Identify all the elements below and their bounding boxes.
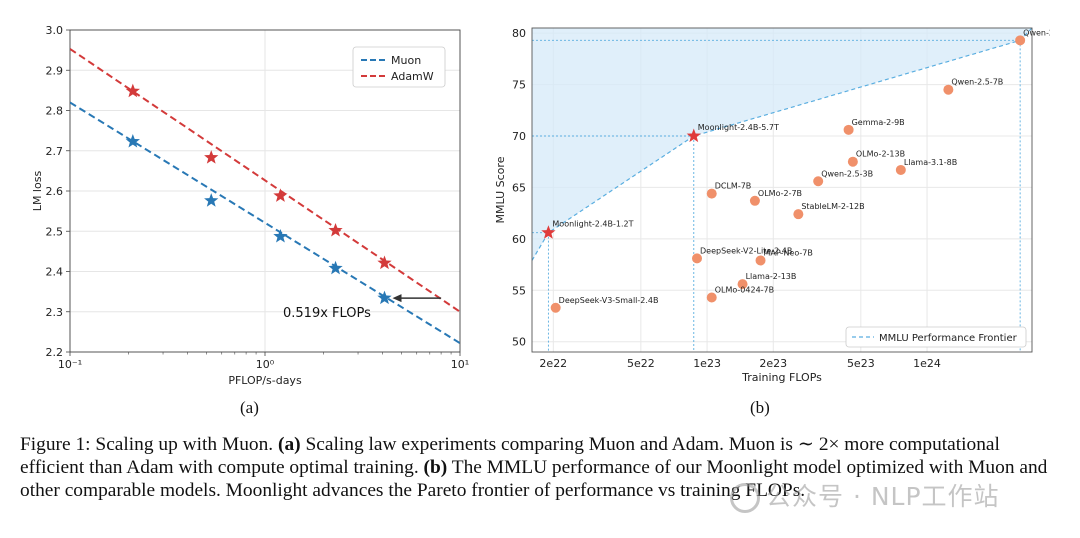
axis-label-a-y: LM loss xyxy=(31,171,44,212)
axis-label-b-y: MMLU Score xyxy=(494,156,507,223)
model-label: Qwen-2.5-7B xyxy=(951,78,1003,87)
tick-label-a-x: 10⁰ xyxy=(256,358,275,371)
frontier-fill xyxy=(532,28,1032,261)
model-label: Qwen-2.5-3B xyxy=(821,169,873,178)
point-adamw xyxy=(204,150,219,164)
model-label: Llama-2-13B xyxy=(746,272,797,281)
caption-b-text: The MMLU performance of our Moonlight mo… xyxy=(20,457,1048,501)
tick-label-b-x: 1e24 xyxy=(913,357,941,370)
model-label: Llama-3.1-8B xyxy=(904,158,957,167)
tick-label-b-y: 60 xyxy=(512,233,526,246)
legend-b: MMLU Performance Frontier xyxy=(845,326,1027,348)
tick-label-a-y: 3.0 xyxy=(46,24,64,37)
model-label: Qwen-2.5-14B xyxy=(1023,28,1050,37)
tick-label-b-y: 55 xyxy=(512,284,526,297)
caption-a-label: (a) xyxy=(278,434,301,455)
model-label: DeepSeek-V3-Small-2.4B xyxy=(559,296,659,305)
model-label: Gemma-2-9B xyxy=(852,118,905,127)
model-point xyxy=(737,279,748,290)
chart-b-frame xyxy=(531,27,1033,353)
model-point xyxy=(847,156,858,167)
tick-label-a-y: 2.9 xyxy=(46,64,64,77)
tick-label-b-x: 1e23 xyxy=(693,357,721,370)
tick-label-a-x: 10¹ xyxy=(451,358,469,371)
watermark: 公众号 · NLP工作站 xyxy=(730,477,1000,513)
model-point xyxy=(755,255,766,266)
point-muon xyxy=(377,290,392,305)
annotation-arrow-head xyxy=(392,294,402,303)
panel-label-b: (b) xyxy=(750,398,770,417)
point-muon xyxy=(204,193,219,207)
tick-label-b-x: 2e22 xyxy=(539,357,567,370)
model-point xyxy=(813,176,824,187)
tick-label-a-y: 2.5 xyxy=(46,225,64,238)
model-label: StableLM-2-12B xyxy=(801,202,864,211)
model-label: MAP-Neo-7B xyxy=(764,248,813,257)
model-label: OLMo-2-7B xyxy=(758,189,802,198)
tick-label-b-y: 70 xyxy=(512,130,526,143)
point-adamw xyxy=(328,222,343,237)
tick-label-b-y: 80 xyxy=(512,27,526,40)
point-adamw xyxy=(273,188,288,202)
model-point xyxy=(843,124,854,135)
caption-a-text: Scaling law experiments comparing Muon a… xyxy=(20,434,1000,478)
caption-figure-title: Figure 1: Scaling up with Muon. xyxy=(20,434,274,455)
tick-label-a-y: 2.3 xyxy=(46,306,64,319)
point-adamw xyxy=(125,83,140,98)
chart-a-loss-scaling: 2.2 2.3 2.4 2.5 2.6 2.7 2.8 2.9 3.0 10⁻¹ 10⁰ 10¹ 0.5… xyxy=(31,24,469,387)
tick-label-a-y: 2.7 xyxy=(46,145,64,158)
moonlight-label: Moonlight-2.4B-5.7T xyxy=(698,123,779,132)
model-label: DCLM-7B xyxy=(715,182,752,191)
tick-label-b-y: 75 xyxy=(512,79,526,92)
moonlight-label: Moonlight-2.4B-1.2T xyxy=(552,220,633,229)
model-label: OLMo-2-13B xyxy=(856,150,905,159)
point-muon xyxy=(328,260,343,275)
model-label: DeepSeek-V2-Lite-2.4B xyxy=(700,246,792,255)
tick-label-a-y: 2.8 xyxy=(46,105,64,118)
model-label: OLMo-0424-7B xyxy=(715,285,774,294)
legend-a-label-muon: Muon xyxy=(391,54,421,67)
axis-label-a-x: PFLOP/s-days xyxy=(228,374,302,387)
chart-a-frame xyxy=(69,29,461,353)
chart-b-plot-area xyxy=(532,28,1032,352)
legend-a: Muon AdamW xyxy=(352,46,446,88)
tick-label-b-x: 5e22 xyxy=(627,357,655,370)
moonlight-point xyxy=(686,128,701,143)
model-point xyxy=(895,164,906,175)
tick-label-a-x: 10⁻¹ xyxy=(58,358,82,371)
tick-label-b-y: 50 xyxy=(512,336,526,349)
model-point xyxy=(550,302,561,313)
model-point xyxy=(706,292,717,303)
chart-b-mmlu-frontier: 50 55 60 65 70 75 80 2e22 5e22 1e23 2e23 5e23 1e24 Qw… xyxy=(494,27,1050,384)
legend-b-label: MMLU Performance Frontier xyxy=(879,333,1018,344)
model-point xyxy=(1015,35,1026,46)
figure-caption: Figure 1: Scaling up with Muon. (a) Scal… xyxy=(20,433,1060,502)
moonlight-point xyxy=(541,225,556,239)
model-point xyxy=(706,188,717,199)
caption-b-label: (b) xyxy=(423,457,448,478)
legend-b-box xyxy=(845,326,1027,348)
legend-a-label-adamw: AdamW xyxy=(391,70,434,83)
tick-label-b-y: 65 xyxy=(512,181,526,194)
model-point xyxy=(692,253,703,264)
model-point xyxy=(793,209,804,220)
tick-label-a-y: 2.4 xyxy=(46,266,64,279)
watermark-logo-icon xyxy=(730,483,760,513)
model-point xyxy=(749,195,760,206)
chart-a-plot-area xyxy=(70,48,460,344)
point-muon xyxy=(125,133,140,148)
axis-label-b-x: Training FLOPs xyxy=(741,371,822,384)
point-adamw xyxy=(377,255,392,270)
model-point xyxy=(943,84,954,95)
tick-label-a-y: 2.2 xyxy=(46,346,64,359)
panel-label-a: (a) xyxy=(240,398,259,417)
annotation-text: 0.519x FLOPs xyxy=(283,306,371,321)
tick-label-a-y: 2.6 xyxy=(46,185,64,198)
point-muon xyxy=(273,228,288,243)
tick-label-b-x: 2e23 xyxy=(759,357,787,370)
tick-label-b-x: 5e23 xyxy=(847,357,875,370)
watermark-text: 公众号 · NLP工作站 xyxy=(766,482,1000,511)
